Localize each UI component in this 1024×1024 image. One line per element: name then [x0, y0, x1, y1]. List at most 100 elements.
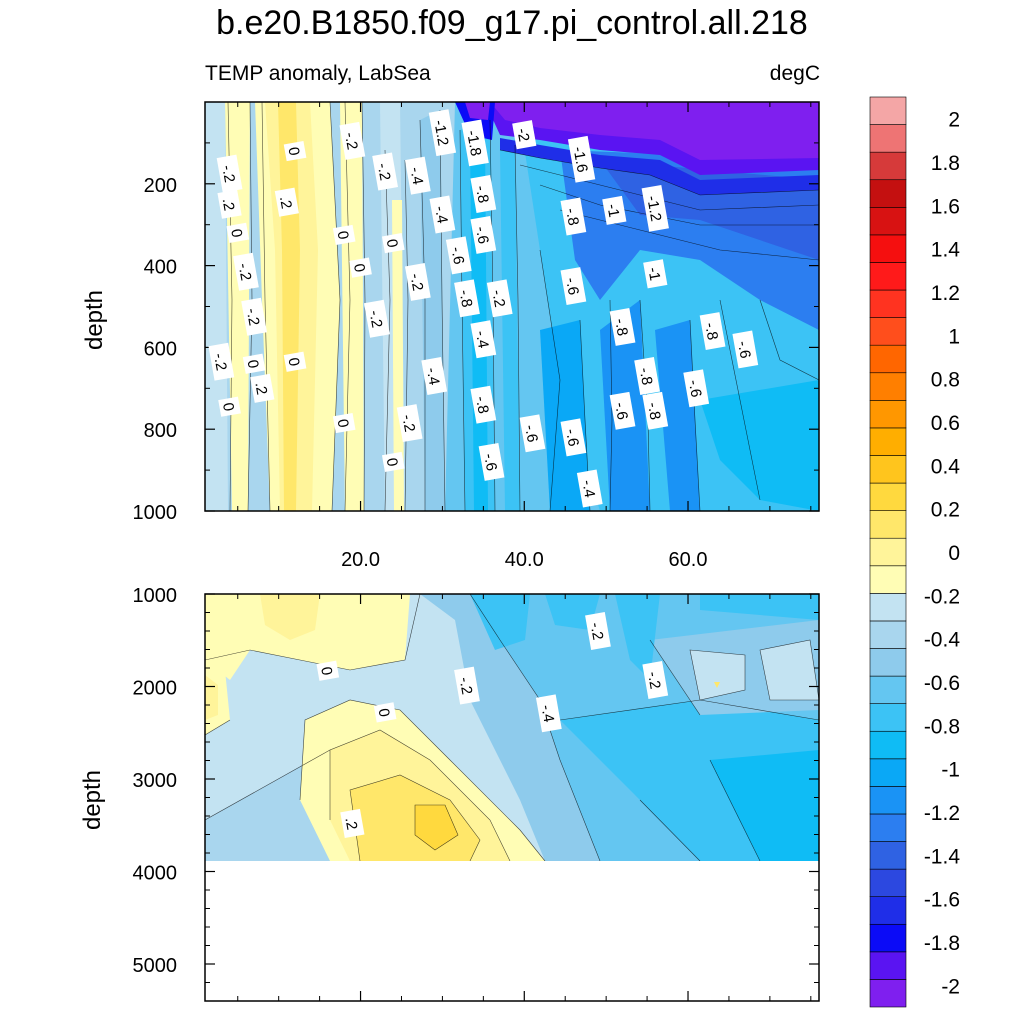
- colorbar-swatch: [869, 868, 907, 897]
- lower-y-tick-label: 5000: [133, 955, 178, 977]
- colorbar-swatch: [869, 427, 907, 456]
- upper-y-tick-label: 400: [144, 257, 177, 279]
- upper-contour-label-box: [560, 267, 587, 306]
- upper-contour-label-box: [560, 197, 587, 236]
- colorbar-swatch: [869, 179, 907, 208]
- upper-contour-label: -.4: [470, 320, 497, 359]
- lower-contour-label: -.2: [454, 666, 480, 705]
- upper-contour-label-box: [241, 297, 268, 336]
- upper-contour-label-text: -.2: [218, 164, 238, 184]
- upper-contour-label-box: [470, 175, 497, 213]
- upper-contour-label: -.4: [421, 357, 448, 396]
- colorbar-swatch: [869, 510, 907, 539]
- colorbar-swatch: [869, 593, 907, 622]
- colorbar-labels: 2 1.8 1.6 1.4 1.2 1 0.8 0.6 0.4 0.2 0 -0.2 -0.4 -0.6 -…: [924, 109, 961, 999]
- upper-contour-label: -1.6: [567, 135, 596, 183]
- upper-contour-label-text: -.2: [488, 288, 508, 308]
- upper-contour-label-box: [283, 351, 307, 372]
- upper-contour-label-text: .2: [251, 381, 270, 396]
- upper-contour-label-text: 0: [219, 401, 237, 412]
- upper-contour-label: -.6: [470, 215, 497, 254]
- lower-y-tick-label: 3000: [133, 770, 178, 792]
- upper-contour-label-box: [512, 120, 537, 150]
- upper-contour-label-text: -.8: [472, 184, 492, 204]
- lower-contour-label-box: [454, 666, 480, 705]
- lower-contour-label-box: [316, 660, 340, 681]
- upper-contour-label: -.4: [429, 195, 456, 234]
- upper-contour-label: -.8: [560, 197, 587, 236]
- upper-contour-label: -.6: [478, 442, 505, 481]
- upper-contour-label: -.2: [404, 262, 431, 301]
- upper-contour-label: -.2: [372, 152, 398, 191]
- colorbar-label: 0.8: [931, 369, 960, 392]
- lower-contour-label-box: [642, 661, 669, 699]
- upper-contour-label: 0: [381, 232, 405, 254]
- upper-contour-label-box: [643, 259, 668, 289]
- upper-contour-label-text: -.8: [611, 317, 631, 337]
- lower-panel-fill: [205, 594, 819, 1001]
- upper-contour-label-box: [250, 373, 275, 403]
- colorbar-swatch: [869, 979, 907, 1008]
- upper-contour-label-text: -.4: [472, 329, 492, 349]
- lower-contour-label-box: [373, 702, 397, 723]
- lower-contour-label-box: [340, 808, 365, 838]
- colorbar-label: 0: [948, 542, 960, 565]
- upper-contour-label-box: [332, 412, 356, 434]
- upper-contour-label-box: [642, 391, 669, 430]
- upper-contour-label: -.4: [404, 156, 431, 195]
- upper-contour-label-box: [216, 154, 243, 193]
- chart-title: b.e20.B1850.f09_g17.pi_control.all.218: [216, 4, 808, 42]
- upper-contour-label-box: [381, 232, 405, 254]
- upper-contour-label-box: [699, 312, 726, 351]
- upper-contour-label-box: [242, 353, 266, 374]
- colorbar-label: 0.6: [931, 412, 960, 435]
- upper-contour-label-text: -.4: [578, 479, 598, 499]
- upper-contour-label-box: [683, 369, 710, 408]
- upper-contour-label-box: [567, 135, 596, 183]
- units-subtitle: degC: [769, 62, 820, 85]
- upper-contour-label-box: [602, 195, 627, 225]
- upper-contour-label: -1.2: [641, 184, 669, 232]
- colorbar-label: -1.4: [924, 845, 961, 868]
- lower-contour-label-text: -.2: [644, 670, 664, 690]
- colorbar-label: -2: [941, 975, 960, 998]
- lower-contour-label: -.2: [642, 661, 669, 699]
- upper-contour-label: -.8: [470, 385, 497, 424]
- upper-contour-label-box: [609, 307, 636, 346]
- colorbar-swatch: [869, 923, 907, 953]
- upper-contour-label: 0: [283, 351, 307, 372]
- colorbar-label: 0.4: [931, 455, 961, 478]
- colorbar-swatch: [869, 537, 907, 567]
- lower-contour-label-text: -.2: [456, 676, 476, 696]
- upper-contour-label-box: [445, 236, 472, 275]
- colorbar-swatch: [869, 317, 907, 346]
- upper-contour-label-box: [217, 189, 242, 219]
- lower-y-tick-label: 1000: [133, 585, 178, 607]
- upper-contour-label-box: [576, 469, 603, 508]
- upper-contour-label: 0: [283, 140, 307, 162]
- upper-contour-label-text: -.8: [456, 288, 476, 308]
- upper-contour-label-box: [233, 252, 259, 291]
- lower-contour-label-text: 0: [375, 707, 393, 718]
- upper-contour-label: 0: [218, 396, 241, 417]
- colorbar-label: -1.2: [924, 802, 960, 825]
- upper-contour-label-text: -.8: [701, 321, 721, 341]
- upper-contour-label: -.6: [445, 236, 472, 275]
- colorbar-swatch: [869, 703, 907, 732]
- upper-contour-label: .2: [250, 373, 275, 403]
- colorbar-label: -1: [941, 759, 960, 782]
- upper-contour-label-text: -.8: [636, 366, 656, 386]
- upper-contour-label: -.4: [576, 469, 603, 508]
- lower-contour-label-text: -.4: [537, 703, 557, 723]
- upper-contour-label-text: -.4: [431, 205, 451, 225]
- upper-contour-label-box: [478, 442, 505, 481]
- upper-y-tick-label: 600: [144, 338, 177, 360]
- upper-contour-label: 0: [242, 353, 266, 374]
- upper-contour-label-text: 0: [284, 146, 302, 157]
- colorbar-swatch: [869, 813, 907, 842]
- upper-contour-label-box: [609, 391, 636, 430]
- colorbar-label: 0.2: [931, 499, 960, 522]
- upper-contour-label-box: [283, 140, 307, 162]
- upper-contour-label-box: [486, 279, 513, 318]
- colorbar-label: -0.6: [924, 672, 960, 695]
